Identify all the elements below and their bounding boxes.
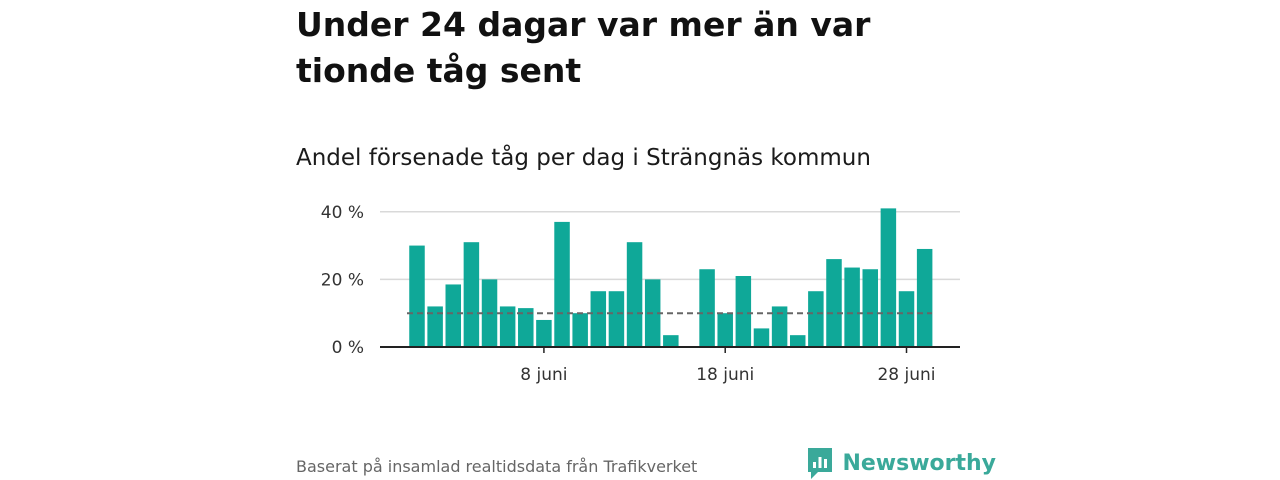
bar bbox=[735, 276, 752, 347]
x-tick-label: 8 juni bbox=[520, 365, 567, 385]
bars bbox=[409, 208, 933, 347]
brand-name: Newsworthy bbox=[842, 450, 996, 476]
bar bbox=[445, 284, 462, 347]
bar bbox=[590, 291, 607, 347]
bar bbox=[699, 269, 715, 347]
bar bbox=[409, 245, 425, 347]
bar bbox=[536, 319, 552, 347]
chart-title: Under 24 dagar var mer än var tionde tåg… bbox=[296, 5, 871, 90]
bar bbox=[499, 306, 516, 347]
newsworthy-logo-icon bbox=[808, 448, 833, 479]
y-tick-label: 0 % bbox=[332, 338, 364, 358]
x-tick-label: 28 juni bbox=[877, 365, 935, 385]
bar bbox=[880, 208, 897, 347]
bar bbox=[789, 335, 806, 347]
bar bbox=[862, 269, 878, 347]
brand-logo: Newsworthy bbox=[806, 446, 996, 480]
bar-chart: 0 % 20 % 40 % 8 juni 18 juni 28 juni bbox=[321, 203, 960, 385]
y-tick-label: 40 % bbox=[321, 203, 364, 223]
bar bbox=[608, 291, 625, 347]
bar bbox=[554, 221, 570, 347]
bar bbox=[808, 291, 824, 347]
bar bbox=[771, 306, 788, 347]
bar bbox=[463, 242, 480, 347]
x-tick-label: 18 juni bbox=[696, 365, 754, 385]
bar bbox=[844, 267, 860, 347]
bar bbox=[826, 259, 842, 347]
source-note: Baserat på insamlad realtidsdata från Tr… bbox=[296, 457, 698, 476]
bar bbox=[663, 335, 679, 347]
y-tick-label: 20 % bbox=[321, 270, 364, 290]
bar bbox=[572, 313, 588, 347]
bar bbox=[518, 308, 534, 347]
chart-card: Under 24 dagar var mer än var tionde tåg… bbox=[296, 0, 996, 480]
bar bbox=[427, 306, 443, 347]
bar bbox=[753, 328, 770, 347]
chart-subtitle: Andel försenade tåg per dag i Strängnäs … bbox=[296, 145, 871, 171]
bar bbox=[626, 242, 643, 347]
bar bbox=[898, 291, 915, 347]
axes: 0 % 20 % 40 % 8 juni 18 juni 28 juni bbox=[321, 203, 960, 385]
bar bbox=[916, 248, 933, 347]
bar bbox=[717, 313, 733, 347]
